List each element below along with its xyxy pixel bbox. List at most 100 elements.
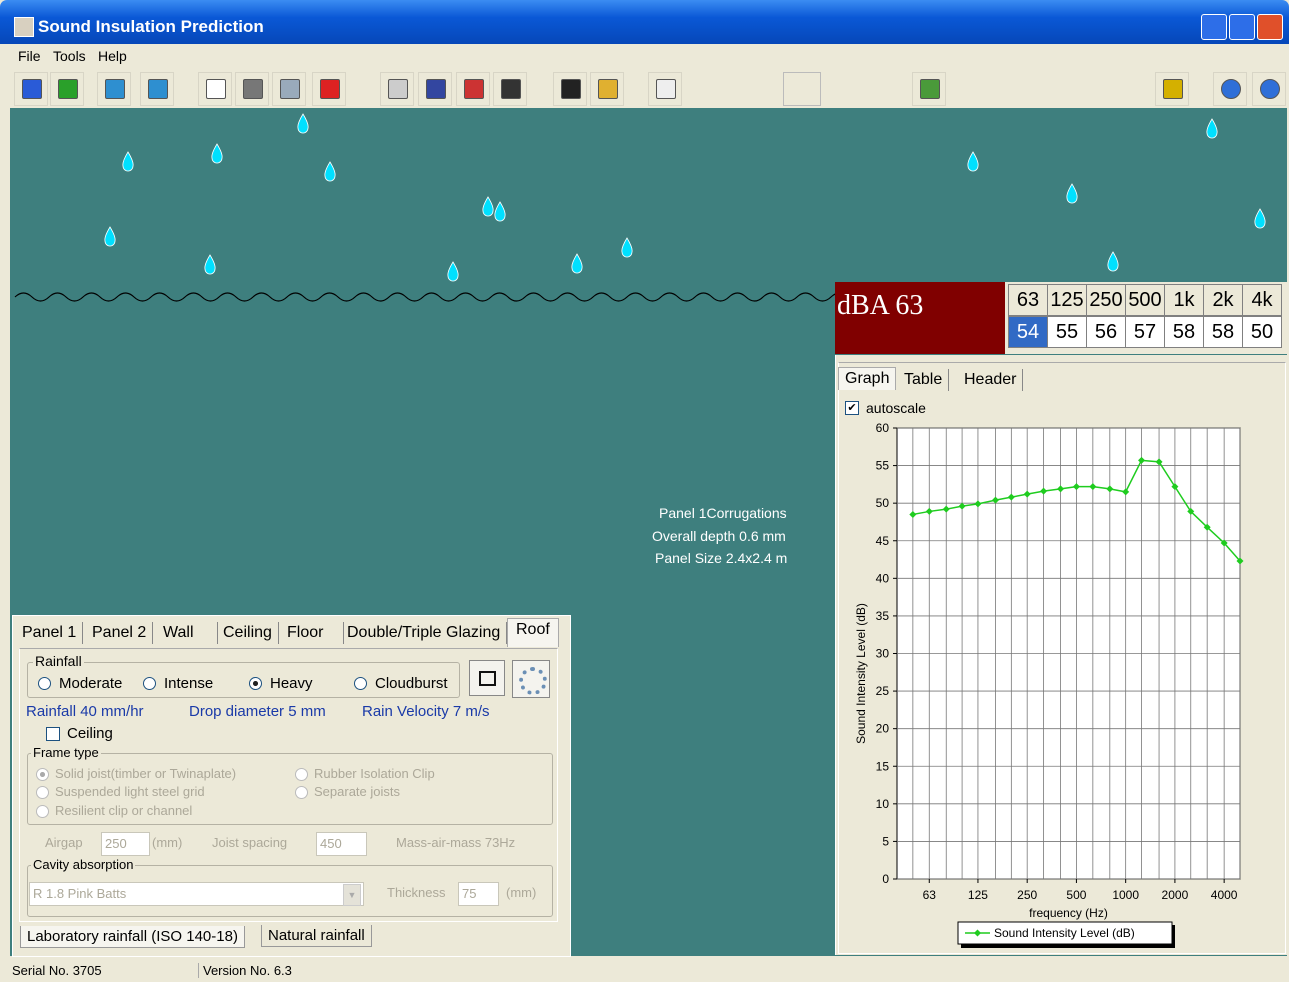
roof-corrugation [14,292,866,302]
radio[interactable] [143,677,156,690]
canvas-note: Overall depth 0.6 mm [652,528,786,544]
radio-label: Rubber Isolation Clip [314,766,435,781]
toolbar-button[interactable] [235,72,269,106]
radio-label: Intense [164,675,214,692]
band-value: 56 [1086,316,1126,348]
app-icon [14,17,34,37]
toolbar-button[interactable] [272,72,306,106]
toolbar-button[interactable] [1155,72,1189,106]
status-text: Serial No. 3705 [12,963,199,978]
minimize-button[interactable] [1201,14,1227,40]
toolbar-icon [1163,79,1183,99]
x-tick-label: 1000 [1112,888,1139,902]
toolbar-button[interactable] [456,72,490,106]
view-3d-button[interactable] [469,660,505,696]
radio[interactable] [38,677,51,690]
toolbar-button[interactable] [1252,72,1286,106]
toolbar-button[interactable] [50,72,84,106]
x-tick-label: 250 [1017,888,1037,902]
info-text: Rain Velocity 7 m/s [362,703,490,720]
data-point [1187,507,1195,515]
toolbar-button[interactable] [648,72,682,106]
radio [36,805,49,818]
toolbar-button[interactable] [590,72,624,106]
radio-label: Suspended light steel grid [55,784,205,799]
data-point [1072,483,1080,491]
band-value: 50 [1242,316,1282,348]
tab[interactable]: Graph [838,367,897,390]
tab[interactable]: Ceiling [217,622,279,644]
tab[interactable]: Panel 1 [16,622,84,644]
tab[interactable]: Double/Triple Glazing [341,622,508,644]
y-axis-label: Sound Intensity Level (dB) [854,603,868,744]
settings-button[interactable] [512,660,550,698]
y-tick-label: 20 [876,722,890,736]
close-button[interactable] [1257,14,1283,40]
radio [36,786,49,799]
tab[interactable]: Laboratory rainfall (ISO 140-18) [20,926,245,948]
raindrop [447,261,459,282]
group-box [27,753,553,825]
menu-bar [0,44,1289,68]
tab[interactable]: Natural rainfall [261,925,372,947]
radio-label: Resilient clip or channel [55,803,193,818]
info-text: Rainfall 40 mm/hr [26,703,144,720]
toolbar-icon [1260,79,1280,99]
menu-item[interactable]: Help [98,48,127,64]
radio-label: Solid joist(timber or Twinaplate) [55,766,237,781]
radio [36,768,49,781]
y-tick-label: 30 [876,647,890,661]
toolbar-icon [561,79,581,99]
data-point [909,510,917,518]
tab[interactable]: Floor [281,622,344,644]
tab[interactable]: Roof [507,618,559,647]
text-field: 250 [101,832,150,856]
toolbar-button[interactable] [380,72,414,106]
tab[interactable]: Panel 2 [86,622,154,644]
band-value: 57 [1125,316,1165,348]
toolbar-button[interactable] [783,72,821,106]
toolbar-icon [1221,79,1241,99]
toolbar-button[interactable] [140,72,174,106]
data-point [1220,539,1228,547]
checkbox[interactable]: ✔ [845,401,859,415]
legend-swatch [974,929,981,937]
toolbar-icon [243,79,263,99]
tab[interactable]: Table [898,369,950,391]
toolbar-icon [464,79,484,99]
toolbar-button[interactable] [912,72,946,106]
data-point [1089,483,1097,491]
band-value: 54 [1008,316,1048,348]
dropdown-arrow: ▼ [343,884,361,906]
toolbar-icon [105,79,125,99]
toolbar-button[interactable] [97,72,131,106]
legend-label: Sound Intensity Level (dB) [994,926,1135,940]
band-header: 2k [1203,284,1243,316]
text-field: 75 [458,882,499,906]
raindrop [1107,251,1119,272]
y-tick-label: 25 [876,684,890,698]
tab[interactable]: Wall [157,622,218,644]
tab[interactable]: Header [958,369,1024,391]
data-point [991,496,999,504]
checkbox[interactable] [46,727,60,741]
toolbar-button[interactable] [418,72,452,106]
toolbar-icon [388,79,408,99]
dba-label: dBA 63 [837,290,924,321]
toolbar-button[interactable] [1213,72,1247,106]
radio[interactable] [354,677,367,690]
toolbar-button[interactable] [198,72,232,106]
toolbar-button[interactable] [14,72,48,106]
toolbar-button[interactable] [493,72,527,106]
maximize-button[interactable] [1229,14,1255,40]
data-point [1122,488,1130,496]
menu-item[interactable]: Tools [53,48,86,64]
radio[interactable] [249,677,262,690]
data-point [1040,487,1048,495]
toolbar-button[interactable] [553,72,587,106]
radio-label: Moderate [59,675,123,692]
data-point [1236,557,1244,565]
menu-item[interactable]: File [18,48,41,64]
toolbar-button[interactable] [312,72,346,106]
band-header: 500 [1125,284,1165,316]
